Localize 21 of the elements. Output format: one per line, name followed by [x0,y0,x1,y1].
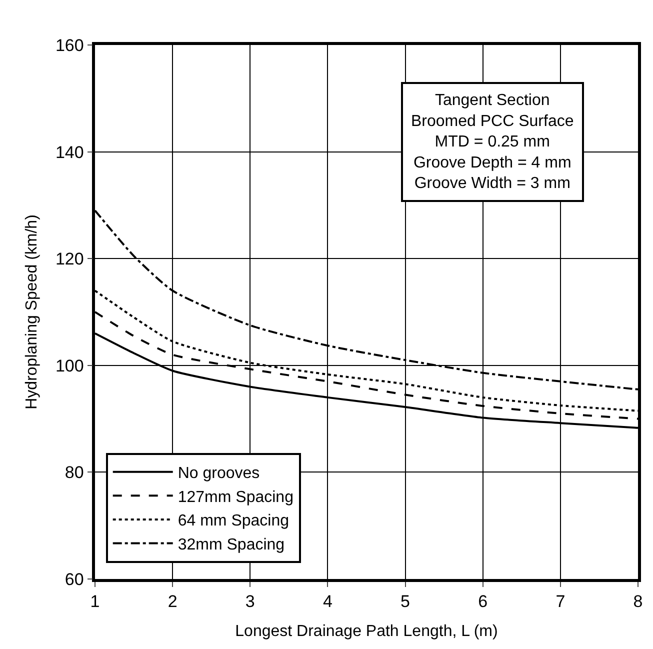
y-tick-label: 80 [64,463,84,482]
legend-label: No grooves [178,465,260,482]
x-tick-label: 3 [245,592,255,612]
legend-label: 32mm Spacing [178,536,285,554]
legend-label: 64 mm Spacing [178,512,290,530]
y-tick-label: 160 [55,36,84,55]
y-tick-label: 140 [55,142,84,162]
x-tick-label: 5 [400,592,410,612]
legend-label: 127mm Spacing [178,488,294,506]
x-tick-label: 1 [90,592,100,612]
x-tick-label: 2 [168,592,178,612]
x-tick-label: 8 [633,592,643,612]
y-tick-label: 100 [55,356,84,376]
x-tick-label: 7 [556,592,566,612]
x-tick-label: 4 [322,592,332,612]
y-axis-title: Hydroplaning Speed (km/h) [23,214,40,410]
y-tick-label: 120 [55,250,84,269]
x-axis-title: Longest Drainage Path Length, L (m) [235,622,498,640]
x-tick-label: 6 [478,592,488,612]
annotation: Tangent Section Broomed PCC Surface MTD = 0.25 mm Groove Depth = 4 mm Groove Width = 3 mm [411,92,574,192]
y-tick-label: 60 [64,570,84,589]
